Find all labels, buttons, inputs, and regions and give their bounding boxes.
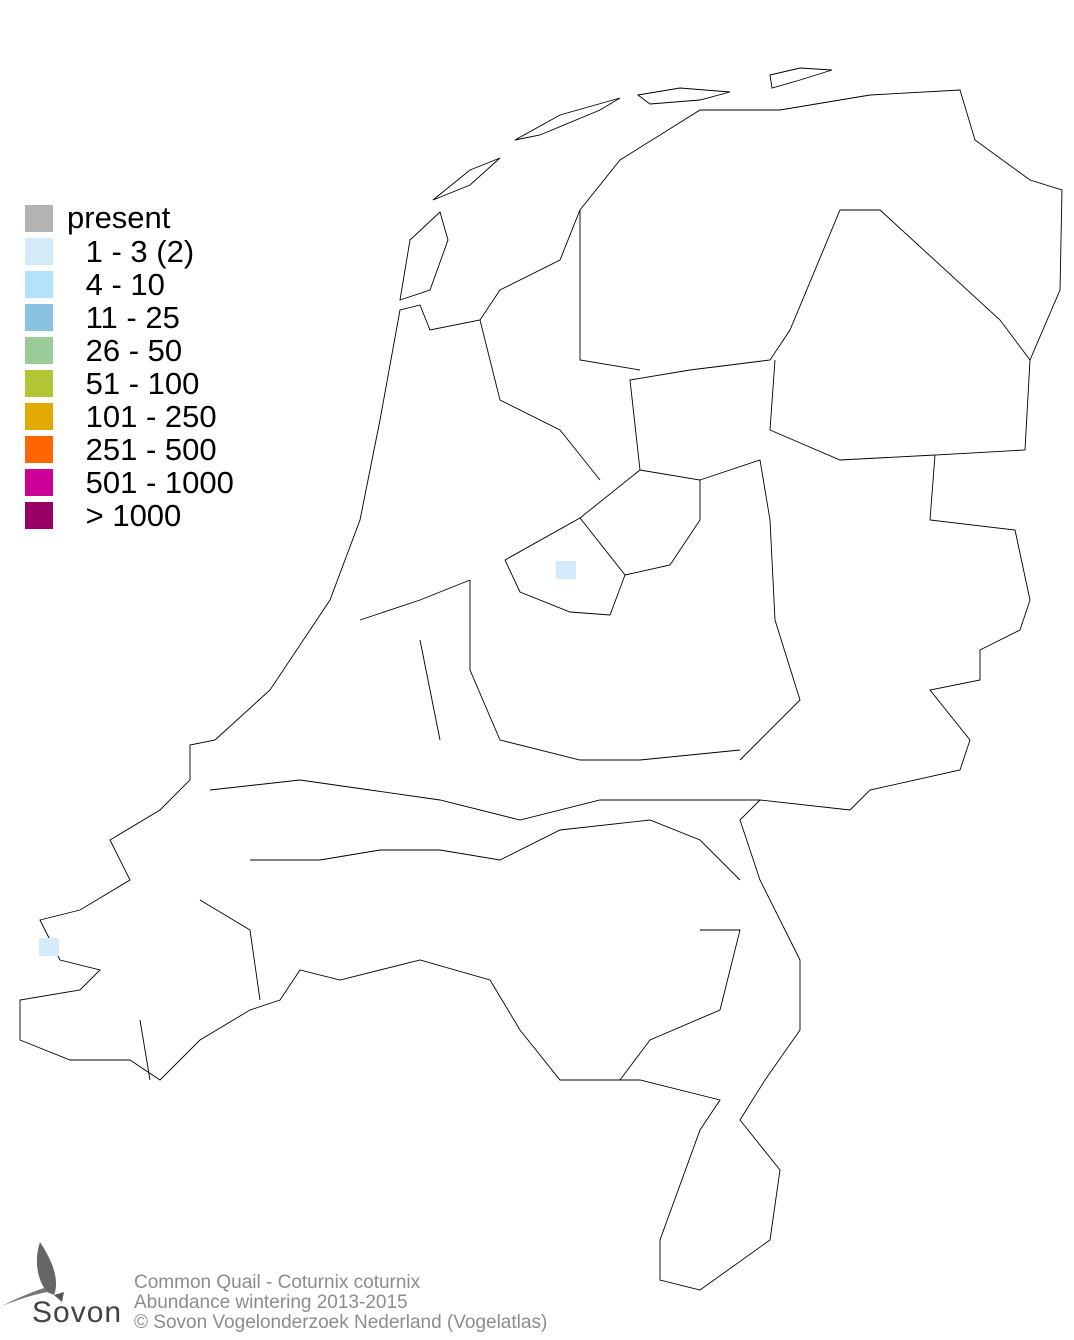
logo-text: Sovon	[32, 1296, 123, 1329]
legend-label: 251 - 500	[77, 432, 217, 467]
legend-swatch	[25, 304, 53, 331]
legend-swatch	[25, 436, 53, 463]
legend-label: 51 - 100	[77, 366, 200, 401]
island-terschelling	[514, 97, 621, 141]
island-vlieland	[432, 157, 501, 201]
legend-swatch	[25, 337, 53, 364]
legend-label: 501 - 1000	[77, 465, 234, 500]
occupied-cell-walcheren	[39, 938, 59, 956]
legend-label: 4 - 10	[77, 267, 165, 302]
island-texel	[399, 211, 449, 301]
legend-label: present	[67, 200, 171, 235]
legend-swatch	[25, 238, 53, 265]
copyright: © Sovon Vogelonderzoek Nederland (Vogela…	[134, 1312, 548, 1333]
occupied-cell-flevoland	[556, 561, 576, 579]
map-subtitle: Abundance wintering 2013-2015	[134, 1292, 408, 1313]
legend-label: 11 - 25	[77, 300, 180, 335]
legend-swatch	[25, 469, 53, 496]
flevoland-outline	[504, 469, 701, 616]
legend-label: 1 - 3 (2)	[77, 234, 195, 269]
legend-swatch	[25, 370, 53, 397]
legend-swatch	[25, 271, 53, 298]
island-ameland	[636, 87, 731, 105]
legend-label: 26 - 50	[77, 333, 183, 368]
island-schiermonnikoog	[769, 67, 833, 89]
species-name: Common Quail - Coturnix coturnix	[134, 1272, 421, 1293]
legend-swatch	[25, 403, 53, 430]
mainland-outline	[19, 89, 1063, 1291]
legend-label: 101 - 250	[77, 399, 217, 434]
legend-swatch	[25, 205, 53, 232]
province-borders	[139, 209, 1031, 1081]
legend-label: > 1000	[77, 498, 182, 533]
swallow-logo-icon	[2, 1242, 64, 1306]
legend-swatch	[25, 502, 53, 529]
credits: Common Quail - Coturnix coturnix Abundan…	[134, 1273, 547, 1333]
